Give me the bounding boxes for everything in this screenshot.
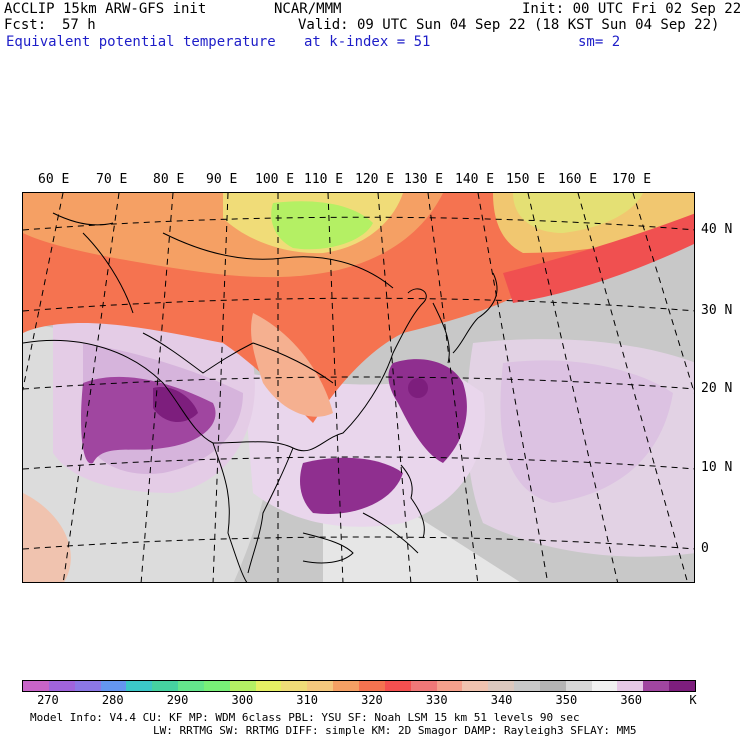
colorbar-tick-label: 310 — [296, 693, 318, 707]
purple-region — [300, 457, 403, 514]
colorbar-swatch — [643, 681, 670, 691]
lon-label: 130 E — [404, 172, 444, 187]
colorbar-swatch — [358, 681, 385, 691]
lat-label: 20 N — [701, 381, 733, 396]
colorbar-swatch — [126, 681, 153, 691]
forecast-hour: 57 h — [62, 17, 96, 33]
model-info-line: Model Info: V4.4 CU: KF MP: WDM 6class P… — [30, 711, 580, 724]
colorbar-swatch — [74, 681, 101, 691]
lon-label: 60 E — [38, 172, 70, 187]
colorbar-tick-label: 270 — [37, 693, 59, 707]
colorbar-swatch — [48, 681, 75, 691]
lat-label: 10 N — [701, 460, 733, 475]
field-name: Equivalent potential temperature — [6, 34, 276, 50]
light-purple-region — [500, 360, 673, 503]
colorbar-swatch — [281, 681, 308, 691]
dark-purple-region — [153, 387, 198, 423]
lon-label: 90 E — [206, 172, 238, 187]
smoothing-label: sm= 2 — [578, 34, 621, 50]
lat-label: 30 N — [701, 303, 733, 318]
colorbar-tick-label: 280 — [101, 693, 124, 707]
org-label: NCAR/MMM — [274, 1, 342, 17]
colorbar-swatch — [333, 681, 359, 691]
colorbar-tick-label: 350 — [555, 693, 578, 707]
colorbar-unit: K — [689, 693, 697, 707]
colorbar-swatch — [591, 681, 618, 691]
colorbar-swatch — [488, 681, 515, 691]
colorbar-swatch — [436, 681, 463, 691]
lat-label: 0 — [701, 541, 709, 556]
lon-label: 100 E — [255, 172, 295, 187]
colorbar-swatch — [23, 681, 49, 691]
colorbar-swatch — [203, 681, 230, 691]
lat-label: 40 N — [701, 222, 733, 237]
colorbar-swatch — [539, 681, 566, 691]
colorbar-swatch — [229, 681, 256, 691]
lon-label: 140 E — [455, 172, 495, 187]
init-time: Init: 00 UTC Fri 02 Sep 22 — [522, 1, 740, 17]
colorbar-swatch — [100, 681, 127, 691]
valid-time: Valid: 09 UTC Sun 04 Sep 22 (18 KST Sun … — [298, 17, 720, 33]
lon-label: 110 E — [304, 172, 344, 187]
lon-label: 120 E — [355, 172, 395, 187]
model-title: ACCLIP 15km ARW-GFS init — [4, 1, 207, 17]
colorbar-swatch — [152, 681, 179, 691]
typhoon-region — [388, 359, 467, 463]
colorbar-swatch — [669, 681, 695, 691]
colorbar — [22, 680, 696, 692]
map-panel[interactable] — [22, 192, 695, 583]
graticule-lines — [23, 193, 694, 582]
coastlines — [23, 212, 498, 582]
colorbar-swatch — [462, 681, 489, 691]
peach-region — [251, 313, 333, 417]
level-label: at k-index = 51 — [304, 34, 431, 50]
theta-e-field — [23, 193, 694, 582]
peach-region — [23, 493, 71, 582]
lon-label: 70 E — [96, 172, 128, 187]
physics-info-line: LW: RRTMG SW: RRTMG DIFF: simple KM: 2D … — [153, 724, 637, 737]
typhoon-core-region — [408, 378, 428, 398]
colorbar-tick-label: 360 — [620, 693, 643, 707]
forecast-label: Fcst: — [4, 17, 47, 33]
colorbar-tick-label: 330 — [425, 693, 448, 707]
colorbar-swatch — [617, 681, 644, 691]
lon-label: 150 E — [506, 172, 546, 187]
colorbar-swatch — [307, 681, 334, 691]
light-green-region — [271, 201, 373, 250]
colorbar-tick-label: 340 — [490, 693, 513, 707]
colorbar-swatch — [514, 681, 540, 691]
colorbar-swatch — [178, 681, 204, 691]
colorbar-swatch — [565, 681, 592, 691]
colorbar-tick-label: 300 — [231, 693, 254, 707]
lon-label: 170 E — [612, 172, 652, 187]
colorbar-tick-label: 320 — [361, 693, 383, 707]
colorbar-swatch — [255, 681, 282, 691]
colorbar-swatch — [384, 681, 411, 691]
colorbar-swatch — [410, 681, 437, 691]
lon-label: 80 E — [153, 172, 185, 187]
lon-label: 160 E — [558, 172, 598, 187]
colorbar-tick-label: 290 — [166, 693, 189, 707]
